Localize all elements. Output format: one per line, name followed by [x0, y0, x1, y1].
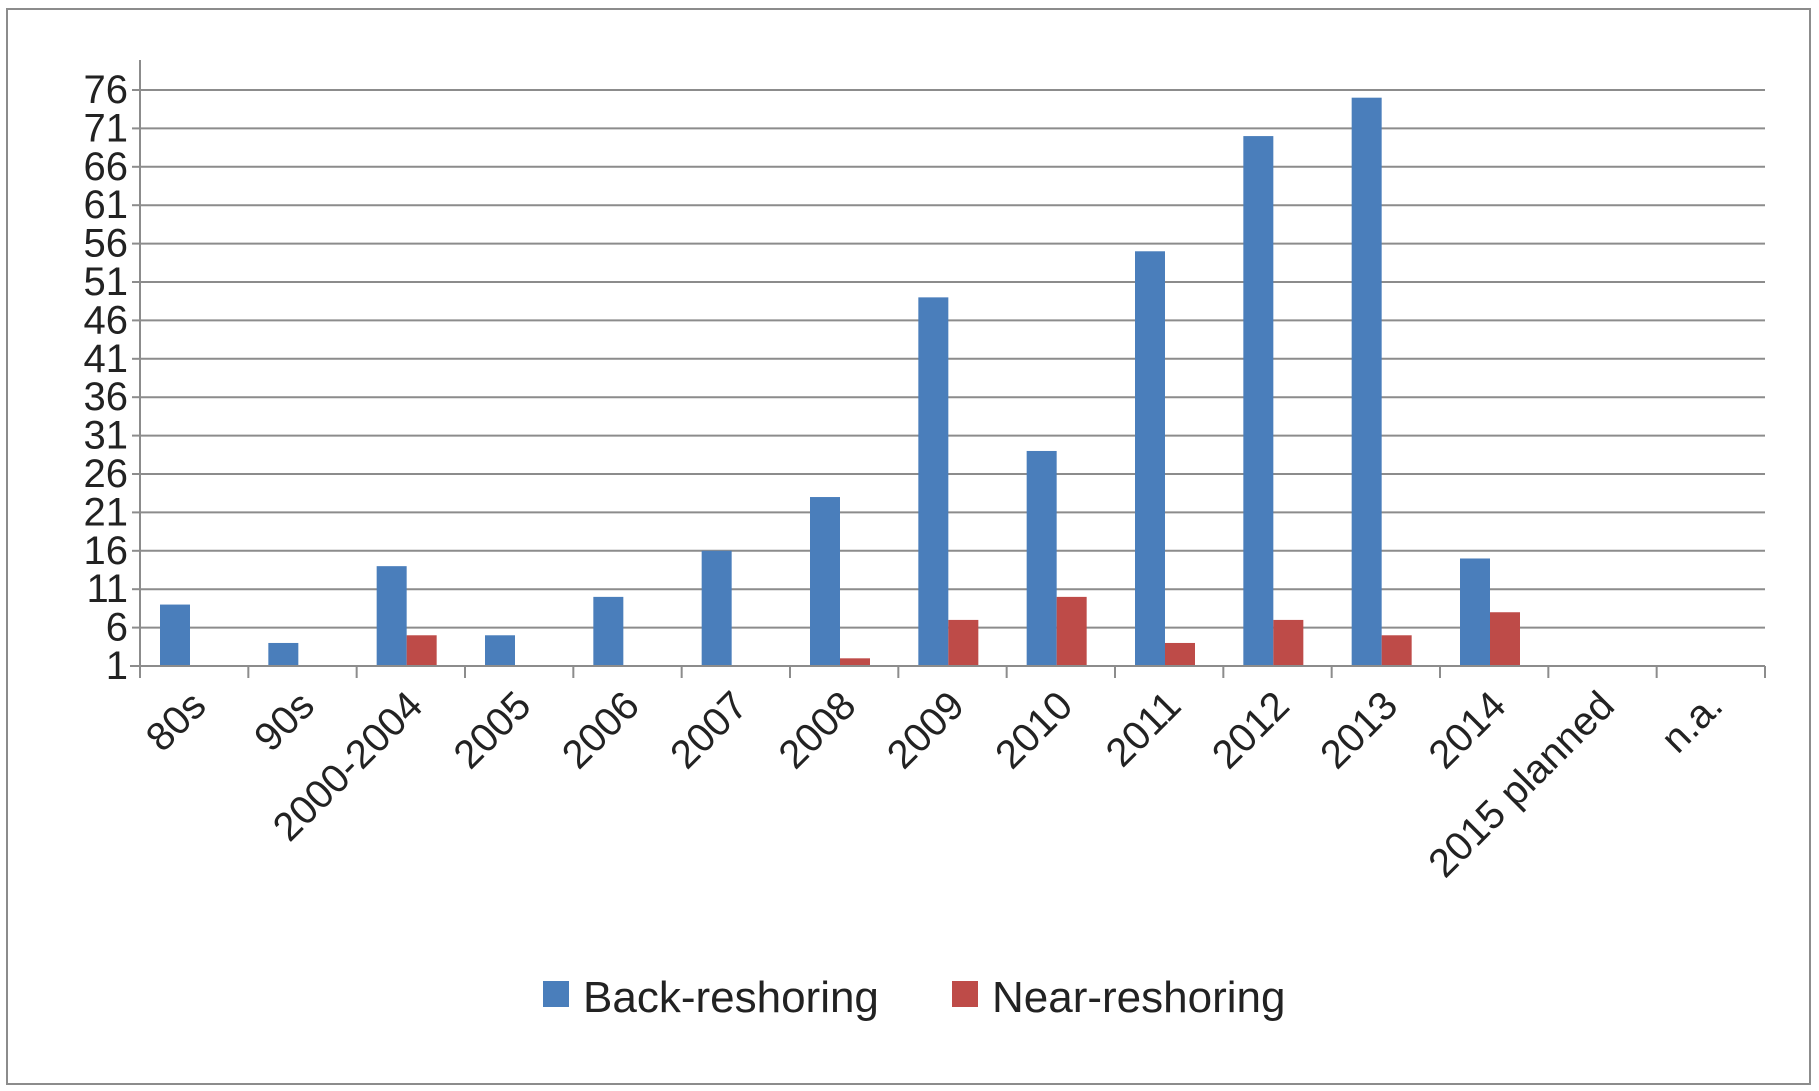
bar-back-reshoring-2000-2004: [376, 566, 407, 666]
axes: [130, 60, 1766, 678]
bars: [160, 97, 1520, 667]
legend-label-near-reshoring: Near-reshoring: [992, 973, 1285, 1022]
bar-back-reshoring-90s: [268, 642, 299, 666]
x-tick-label: n.a.: [1653, 683, 1731, 761]
bar-near-reshoring-2011: [1165, 642, 1195, 666]
bar-back-reshoring-2006: [593, 596, 624, 666]
bar-near-reshoring-2000-2004: [406, 635, 437, 666]
y-tick-label: 76: [84, 68, 129, 112]
y-tick-label: 21: [84, 490, 129, 534]
y-tick-label: 66: [84, 145, 129, 189]
bar-back-reshoring-2007: [701, 550, 732, 666]
bar-back-reshoring-2009: [918, 297, 949, 666]
y-tick-label: 6: [106, 606, 128, 650]
y-tick-label: 31: [84, 414, 129, 458]
bar-near-reshoring-2010: [1056, 596, 1087, 666]
bar-near-reshoring-2014: [1490, 612, 1520, 666]
x-tick-label: 80s: [138, 683, 215, 760]
legend-swatch-near-reshoring: [952, 981, 978, 1007]
x-tick-label: 2009: [879, 683, 973, 777]
x-tick-label: 2012: [1204, 683, 1298, 777]
legend-swatch-back-reshoring: [543, 981, 569, 1007]
y-tick-label: 16: [84, 529, 129, 573]
x-tick-label: 2011: [1098, 683, 1190, 775]
bar-back-reshoring-2011: [1135, 251, 1165, 666]
bar-back-reshoring-2013: [1351, 97, 1382, 667]
x-tick-label: 2010: [987, 683, 1081, 777]
bar-back-reshoring-2012: [1243, 136, 1274, 666]
bar-back-reshoring-2005: [485, 635, 515, 666]
bar-back-reshoring-2010: [1026, 450, 1057, 666]
bar-back-reshoring-2008: [810, 497, 840, 666]
x-tick-label: 2005: [445, 683, 539, 777]
bar-back-reshoring-80s: [160, 604, 190, 666]
y-tick-label: 36: [84, 375, 129, 419]
y-tick-label: 56: [84, 222, 129, 266]
gridlines: [140, 89, 1765, 629]
chart-frame: [6, 8, 1811, 1085]
x-tick-label: 2007: [662, 683, 756, 777]
x-tick-label: 2008: [770, 683, 864, 777]
x-tick-label: 2014: [1420, 683, 1514, 777]
bar-near-reshoring-2013: [1381, 635, 1412, 666]
bar-near-reshoring-2009: [948, 619, 979, 666]
legend-label-back-reshoring: Back-reshoring: [583, 973, 879, 1022]
x-tick-label: 2013: [1312, 683, 1406, 777]
bar-back-reshoring-2014: [1460, 558, 1490, 666]
y-tick-label: 71: [84, 106, 129, 150]
bar-near-reshoring-2008: [840, 658, 870, 666]
legend: Back-reshoring Near-reshoring: [543, 973, 1285, 1022]
y-tick-label: 26: [84, 452, 129, 496]
y-tick-label: 1: [106, 644, 128, 688]
x-tick-label: 2015 planned: [1420, 683, 1623, 886]
y-tick-label: 51: [84, 260, 129, 304]
x-tick-label: 90s: [246, 683, 323, 760]
y-tick-label: 46: [84, 298, 129, 342]
x-tick-label: 2006: [554, 683, 648, 777]
y-tick-label: 61: [84, 183, 129, 227]
y-tick-label: 41: [84, 337, 129, 381]
bar-near-reshoring-2012: [1273, 619, 1304, 666]
y-tick-label: 11: [86, 567, 128, 611]
